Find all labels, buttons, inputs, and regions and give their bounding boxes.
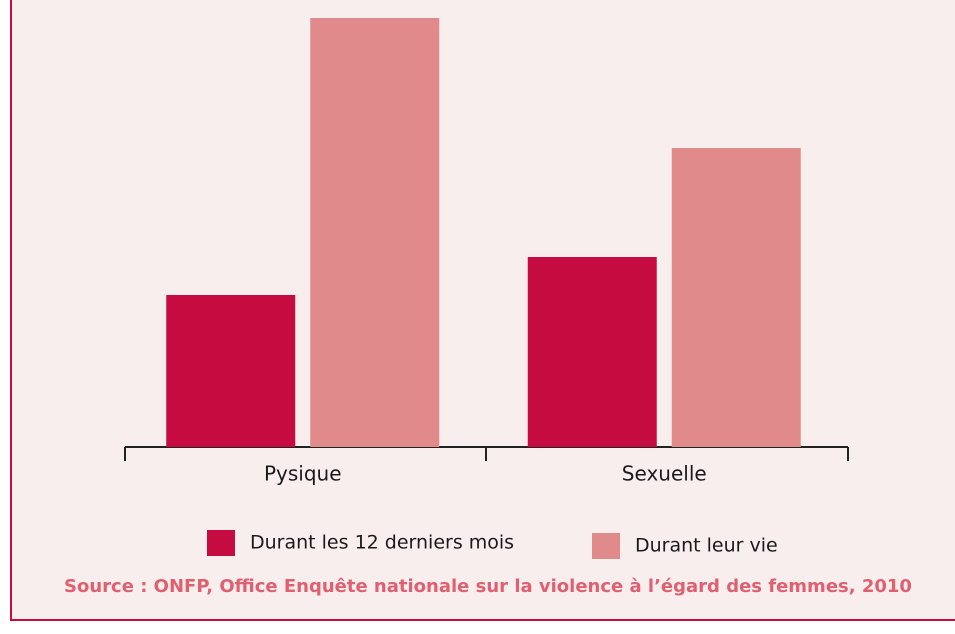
bar	[310, 18, 440, 447]
x-tick-label: Sexuelle	[622, 462, 707, 486]
bar	[671, 148, 801, 447]
bar	[527, 257, 657, 447]
legend-label: Durant leur vie	[635, 535, 778, 557]
chart-frame	[10, 0, 955, 621]
bar	[166, 295, 296, 447]
x-tick-label: Pysique	[264, 462, 342, 486]
legend-swatch	[207, 530, 235, 556]
source-note: Source : ONFP, Office Enquête nationale …	[64, 576, 912, 597]
legend-swatch	[592, 533, 620, 559]
legend-label: Durant les 12 derniers mois	[250, 532, 514, 554]
